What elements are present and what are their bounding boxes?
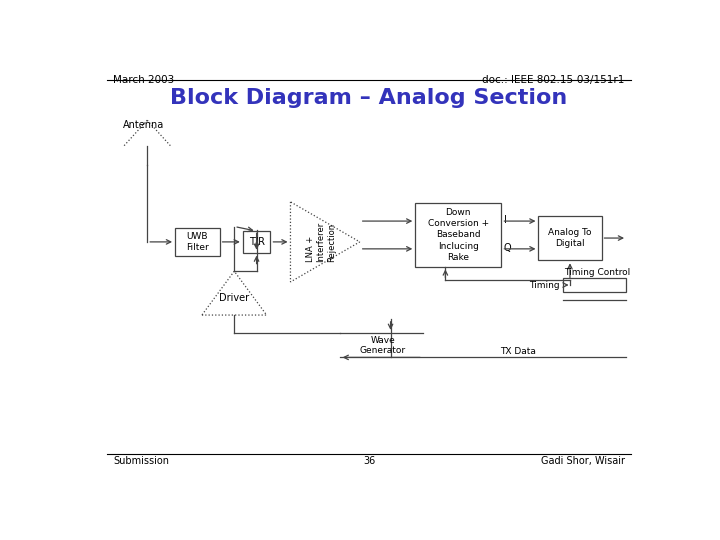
Text: doc.: IEEE 802.15-03/151r1: doc.: IEEE 802.15-03/151r1	[482, 75, 625, 85]
Text: Timing Control: Timing Control	[564, 267, 630, 276]
Text: Timing: Timing	[529, 280, 560, 289]
Text: T/R: T/R	[248, 237, 264, 247]
Bar	[563, 278, 626, 292]
Bar	[243, 231, 271, 253]
Text: Q: Q	[504, 243, 511, 253]
Text: TX Data: TX Data	[500, 347, 536, 356]
Text: Antenna: Antenna	[122, 120, 164, 130]
Text: March 2003: March 2003	[113, 75, 175, 85]
Bar	[539, 215, 601, 260]
Text: Gadi Shor, Wisair: Gadi Shor, Wisair	[541, 456, 625, 466]
Text: Analog To
Digital: Analog To Digital	[548, 228, 592, 248]
Bar	[415, 204, 501, 267]
Text: 36: 36	[363, 456, 375, 466]
Text: Down
Conversion +
Baseband
Inclucing
Rake: Down Conversion + Baseband Inclucing Rak…	[428, 208, 489, 262]
Text: UWB
Filter: UWB Filter	[186, 232, 209, 252]
Text: Submission: Submission	[113, 456, 169, 466]
Bar	[175, 228, 220, 256]
Text: Driver: Driver	[219, 293, 249, 303]
Text: I: I	[504, 215, 507, 225]
Text: Block Diagram – Analog Section: Block Diagram – Analog Section	[171, 88, 567, 108]
Text: Wave
Generator: Wave Generator	[360, 336, 406, 355]
Text: LNA +
Interferer
Rejection: LNA + Interferer Rejection	[306, 222, 336, 262]
